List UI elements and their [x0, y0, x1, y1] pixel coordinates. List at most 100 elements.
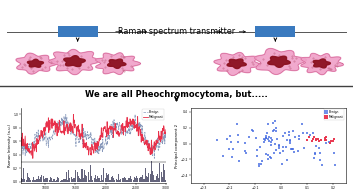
Bar: [161, 172, 162, 182]
Benign: [279, 162, 285, 165]
Benign: [164, 129, 168, 131]
Benign: [280, 149, 286, 152]
Bar: [125, 178, 126, 182]
Benign: [125, 131, 129, 133]
Bar: [41, 175, 42, 182]
Bar: [66, 172, 67, 182]
Benign: [297, 138, 302, 141]
Benign: [67, 127, 71, 129]
Benign: [312, 151, 318, 154]
Benign: [286, 130, 292, 133]
Bar: [83, 178, 84, 182]
Benign: [268, 157, 274, 160]
Malignant: [164, 129, 168, 131]
Bar: [78, 176, 79, 182]
Benign: [77, 142, 81, 144]
Benign: [229, 156, 235, 159]
Bar: [117, 180, 118, 182]
Bar: [103, 168, 104, 182]
Bar: [126, 180, 127, 182]
Benign: [261, 138, 267, 141]
Benign: [295, 150, 301, 153]
Bar: [76, 170, 77, 182]
Benign: [287, 140, 293, 143]
Benign: [310, 131, 316, 134]
Benign: [291, 150, 297, 153]
Line: Benign: Benign: [21, 115, 166, 158]
Polygon shape: [49, 50, 100, 75]
Benign: [261, 140, 267, 143]
Bar: [73, 178, 74, 182]
Malignant: [304, 138, 310, 141]
Bar: [102, 180, 103, 182]
Bar: [140, 177, 141, 182]
Benign: [312, 153, 318, 156]
Benign: [235, 140, 241, 143]
Benign: [301, 146, 307, 149]
Benign: [264, 132, 270, 135]
Bar: [119, 180, 120, 182]
FancyBboxPatch shape: [58, 26, 98, 37]
Benign: [236, 159, 242, 162]
Bar: [89, 180, 90, 182]
Bar: [146, 176, 147, 182]
Bar: [27, 174, 28, 182]
Bar: [124, 177, 125, 182]
Benign: [257, 145, 263, 148]
Benign: [323, 142, 328, 145]
Bar: [71, 177, 72, 182]
Benign: [214, 138, 220, 141]
Bar: [80, 179, 81, 182]
Benign: [256, 165, 262, 168]
Bar: [120, 179, 121, 182]
Benign: [265, 154, 271, 157]
Bar: [36, 179, 37, 182]
Bar: [28, 177, 29, 182]
Polygon shape: [96, 53, 140, 74]
Benign: [307, 134, 312, 137]
Bar: [150, 174, 151, 182]
Bar: [142, 175, 143, 182]
Bar: [85, 175, 86, 182]
Malignant: [311, 135, 317, 138]
Polygon shape: [227, 59, 246, 69]
Bar: [60, 181, 61, 182]
Bar: [45, 178, 46, 182]
Malignant: [313, 139, 319, 142]
Bar: [86, 176, 88, 182]
Malignant: [316, 139, 322, 142]
Polygon shape: [313, 59, 330, 68]
Bar: [33, 177, 34, 182]
Text: We are all Pheochromocytoma, but.....: We are all Pheochromocytoma, but.....: [85, 90, 268, 99]
Bar: [69, 178, 70, 182]
Benign: [110, 137, 115, 139]
Bar: [115, 179, 116, 182]
Benign: [234, 122, 239, 125]
Benign: [291, 129, 296, 132]
Benign: [271, 151, 277, 154]
Malignant: [323, 136, 328, 139]
Malignant: [311, 138, 316, 141]
Benign: [228, 140, 233, 143]
Bar: [121, 178, 123, 182]
Bar: [128, 178, 129, 182]
Benign: [282, 131, 287, 134]
Benign: [288, 142, 293, 145]
Benign: [273, 130, 279, 133]
Bar: [46, 178, 47, 182]
Malignant: [318, 138, 323, 141]
Malignant: [327, 141, 333, 144]
Bar: [64, 179, 66, 182]
Benign: [260, 159, 265, 162]
Benign: [265, 123, 271, 126]
Bar: [88, 172, 89, 182]
Benign: [265, 157, 271, 160]
Malignant: [37, 139, 41, 141]
Bar: [156, 176, 157, 182]
Benign: [286, 134, 292, 137]
Benign: [269, 139, 274, 142]
Benign: [276, 143, 282, 146]
Bar: [94, 178, 95, 182]
Benign: [311, 157, 317, 160]
Polygon shape: [214, 53, 261, 75]
